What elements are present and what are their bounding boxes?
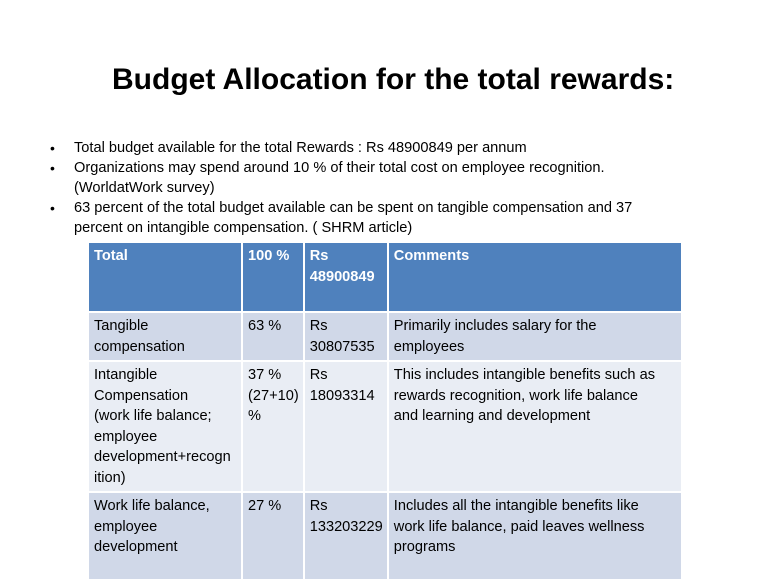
budget-table: Total 100 % Rs 48900849 Comments Tangibl… — [87, 241, 683, 581]
bullet-dot-icon: • — [50, 140, 55, 156]
table-row: Work life balance, employee development … — [87, 491, 683, 581]
table-row: Intangible Compensation (work life balan… — [87, 360, 683, 493]
bullet-text: Total budget available for the total Rew… — [74, 140, 527, 156]
bullet-list: • Total budget available for the total R… — [48, 138, 748, 238]
table-cell: Rs 133203229 — [302, 491, 389, 581]
table-cell: Tangible compensation — [87, 311, 243, 362]
table-header-row: Total 100 % Rs 48900849 Comments — [87, 241, 683, 313]
table-cell: 37 % (27+10) % — [241, 360, 305, 493]
table-cell: Includes all the intangible benefits lik… — [386, 491, 683, 581]
header-cell-amount: Rs 48900849 — [302, 241, 389, 313]
header-cell-percent: 100 % — [241, 241, 305, 313]
header-cell-comments: Comments — [386, 241, 683, 313]
table-cell: This includes intangible benefits such a… — [386, 360, 683, 493]
bullet-text: 63 percent of the total budget available… — [74, 200, 633, 236]
bullet-item: • Total budget available for the total R… — [48, 138, 748, 158]
bullet-item: • Organizations may spend around 10 % of… — [48, 158, 748, 198]
table-row: Tangible compensation 63 % Rs 30807535 P… — [87, 311, 683, 362]
header-cell-total: Total — [87, 241, 243, 313]
bullet-dot-icon: • — [50, 160, 55, 176]
table-cell: Primarily includes salary for the employ… — [386, 311, 683, 362]
table-cell: Rs 18093314 — [302, 360, 389, 493]
slide-title: Budget Allocation for the total rewards: — [112, 63, 675, 96]
table-cell: 63 % — [241, 311, 305, 362]
table-cell: Work life balance, employee development — [87, 491, 243, 581]
table-cell: Rs 30807535 — [302, 311, 389, 362]
bullet-dot-icon: • — [50, 200, 55, 216]
bullet-text: Organizations may spend around 10 % of t… — [74, 160, 605, 196]
table-cell: 27 % — [241, 491, 305, 581]
table-cell: Intangible Compensation (work life balan… — [87, 360, 243, 493]
bullet-item: • 63 percent of the total budget availab… — [48, 198, 748, 238]
